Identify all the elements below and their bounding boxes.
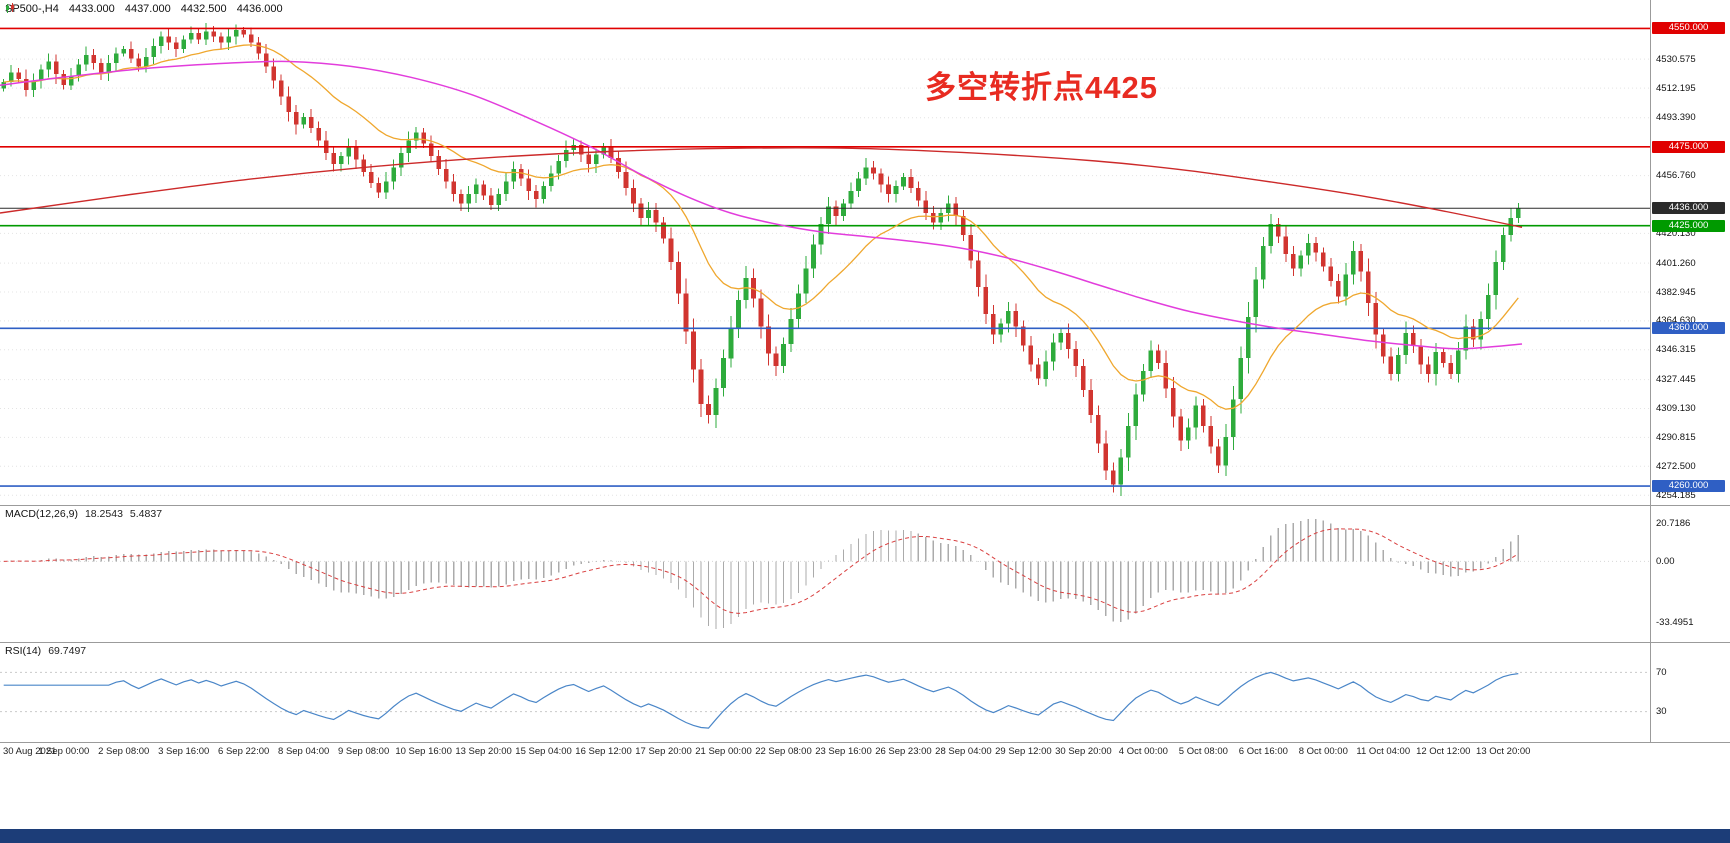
time-axis-label: 4 Oct 00:00: [1118, 746, 1168, 757]
macd-signal-value: 5.4837: [129, 508, 163, 520]
price-axis-label: 4272.500: [1656, 460, 1696, 472]
bottom-taskbar: [0, 829, 1730, 843]
price-line-label: 4475.000: [1652, 140, 1725, 153]
macd-axis-label: 20.7186: [1656, 517, 1691, 529]
macd-title: MACD(12,26,9) 18.2543 5.4837: [5, 508, 162, 520]
time-axis-label: 9 Sep 08:00: [338, 746, 390, 757]
macd-main-value: 18.2543: [84, 508, 123, 520]
price-axis-label: 4401.260: [1656, 257, 1696, 269]
horizontal-price-lines: [0, 27, 1650, 487]
quote-low: 4432.500: [180, 3, 227, 15]
price-axis-label: 4382.945: [1656, 286, 1696, 298]
time-axis-label: 13 Oct 20:00: [1476, 746, 1531, 757]
price-axis-label: 4420.130: [1656, 227, 1696, 239]
price-axis-label: 4309.130: [1656, 403, 1696, 415]
price-line-label: 4550.000: [1652, 22, 1725, 35]
rsi-axis-label: 70: [1656, 666, 1667, 678]
time-axis-label: 30 Aug 2021: [3, 746, 57, 757]
time-axis-label: 10 Sep 16:00: [395, 746, 452, 757]
annotation-text[interactable]: 多空转折点4425: [925, 70, 1158, 105]
time-axis-label: 26 Sep 23:00: [875, 746, 932, 757]
ma-mid-magenta: [0, 60, 1523, 350]
price-axis-label: 4364.630: [1656, 315, 1696, 327]
time-axis-label: 16 Sep 12:00: [575, 746, 632, 757]
price-axis-label: 4254.185: [1656, 489, 1696, 501]
candlestick-chart[interactable]: [0, 0, 1650, 505]
rsi-chart[interactable]: [0, 643, 1650, 741]
price-axis-label: 4290.815: [1656, 431, 1696, 443]
time-axis-label: 3 Sep 16:00: [158, 746, 210, 757]
quote-close: 4436.000: [236, 3, 283, 15]
panel-separator: [0, 505, 1730, 506]
price-line-label: 4425.000: [1652, 219, 1725, 232]
panel-separator: [0, 642, 1730, 643]
time-axis-label: 29 Sep 12:00: [995, 746, 1052, 757]
time-axis-label: 8 Oct 00:00: [1298, 746, 1348, 757]
time-axis-label: 22 Sep 08:00: [755, 746, 812, 757]
price-axis-label: 4456.760: [1656, 170, 1696, 182]
quote-open: 4433.000: [68, 3, 115, 15]
time-axis-label: 6 Sep 22:00: [218, 746, 270, 757]
price-line-label: 4260.000: [1652, 480, 1725, 493]
moving-averages: [0, 44, 1523, 410]
macd-axis[interactable]: 20.7186 0.00 -33.4951: [1651, 506, 1730, 642]
price-line-label: 4436.000: [1652, 202, 1725, 215]
time-axis-label: 11 Oct 04:00: [1356, 746, 1411, 757]
macd-signal-line: [3, 528, 1519, 614]
ma-fast-orange: [3, 44, 1519, 410]
time-axis-label: 12 Oct 12:00: [1416, 746, 1471, 757]
axis-separator: [1650, 0, 1651, 742]
price-axis-label: 4346.315: [1656, 344, 1696, 356]
time-axis-label: 1 Sep 00:00: [38, 746, 90, 757]
macd-indicator-name: MACD(12,26,9): [5, 508, 78, 520]
price-line-label: 4360.000: [1652, 322, 1725, 335]
macd-axis-label: -33.4951: [1656, 617, 1694, 629]
rsi-value: 69.7497: [48, 645, 87, 657]
time-axis-label: 8 Sep 04:00: [278, 746, 330, 757]
time-axis-label: 21 Sep 00:00: [695, 746, 752, 757]
time-axis-label: 17 Sep 20:00: [635, 746, 692, 757]
candles: [1, 23, 1521, 496]
macd-histogram: [10, 518, 1520, 630]
price-gridlines: [0, 58, 1650, 496]
symbol-timeframe: SP500-,H4: [5, 3, 59, 15]
time-axis-label: 30 Sep 20:00: [1055, 746, 1112, 757]
macd-chart[interactable]: [0, 506, 1650, 642]
rsi-title: RSI(14) 69.7497: [5, 645, 86, 657]
rsi-indicator-name: RSI(14): [5, 645, 42, 657]
ma-slow-red: [0, 147, 1523, 228]
rsi-axis[interactable]: 70 30: [1651, 643, 1730, 741]
price-axis[interactable]: 4530.575 4512.195 4493.390 4456.760 4420.130…: [1651, 0, 1730, 505]
rsi-line: [3, 671, 1519, 729]
time-axis-label: 6 Oct 16:00: [1238, 746, 1288, 757]
time-axis-label: 2 Sep 08:00: [98, 746, 150, 757]
price-axis-label: 4530.575: [1656, 53, 1696, 65]
macd-axis-label: 0.00: [1656, 555, 1675, 567]
quote-high: 4437.000: [124, 3, 171, 15]
price-axis-label: 4493.390: [1656, 112, 1696, 124]
rsi-axis-label: 30: [1656, 706, 1667, 718]
time-axis-label: 5 Oct 08:00: [1178, 746, 1228, 757]
price-axis-label: 4512.195: [1656, 82, 1696, 94]
macd-panel[interactable]: MACD(12,26,9) 18.2543 5.4837: [0, 506, 1650, 642]
time-axis-label: 15 Sep 04:00: [515, 746, 572, 757]
price-chart-panel[interactable]: SP500-,H4 4433.000 4437.000 4432.500 443…: [0, 0, 1650, 505]
quote-bar: SP500-,H4 4433.000 4437.000 4432.500 443…: [5, 3, 290, 15]
time-axis-label: 28 Sep 04:00: [935, 746, 992, 757]
rsi-panel[interactable]: RSI(14) 69.7497: [0, 643, 1650, 741]
time-axis-label: 23 Sep 16:00: [815, 746, 872, 757]
chart-icon: [6, 3, 14, 13]
time-axis-label: 13 Sep 20:00: [455, 746, 512, 757]
time-axis[interactable]: 30 Aug 2021 1 Sep 00:00 2 Sep 08:00 3 Sep 1…: [0, 742, 1730, 763]
price-axis-label: 4327.445: [1656, 374, 1696, 386]
